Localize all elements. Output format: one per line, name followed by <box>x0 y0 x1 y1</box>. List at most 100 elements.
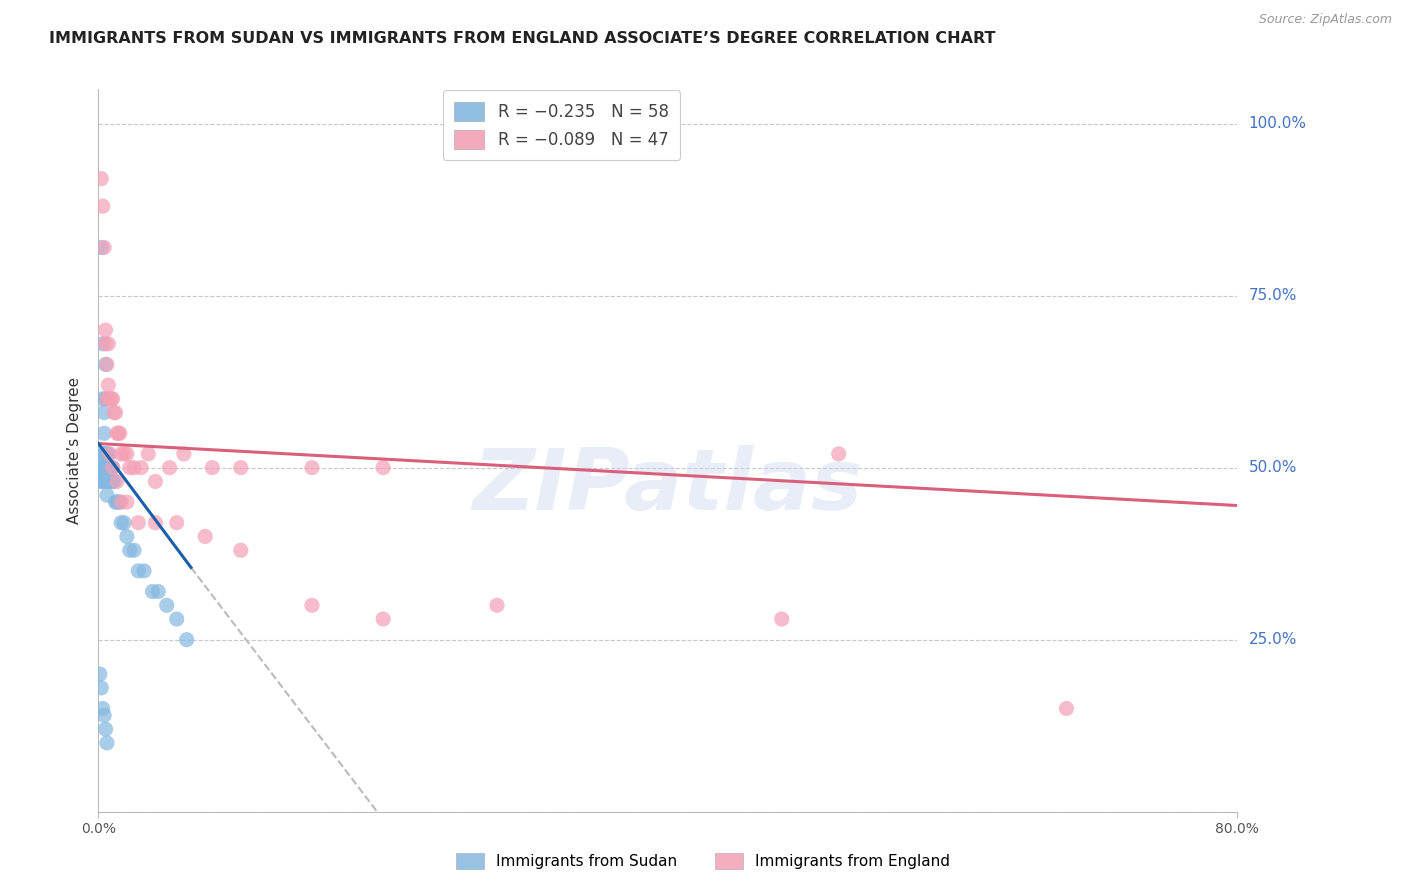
Point <box>166 612 188 626</box>
Point <box>98 460 121 475</box>
Point <box>90 240 112 254</box>
Point <box>110 516 132 530</box>
Point <box>141 584 163 599</box>
Point <box>103 406 125 420</box>
Point <box>100 392 122 406</box>
Point <box>373 612 395 626</box>
Point <box>122 543 145 558</box>
Point <box>100 475 122 489</box>
Point <box>301 460 323 475</box>
Point <box>93 460 115 475</box>
Point <box>94 336 117 351</box>
Point <box>105 495 128 509</box>
Point <box>91 392 114 406</box>
Point <box>90 171 112 186</box>
Point <box>127 564 149 578</box>
Point <box>373 460 395 475</box>
Legend: R = −0.235   N = 58, R = −0.089   N = 47: R = −0.235 N = 58, R = −0.089 N = 47 <box>443 90 681 161</box>
Point <box>93 475 115 489</box>
Point <box>98 447 121 461</box>
Point <box>173 447 195 461</box>
Point <box>159 460 181 475</box>
Point <box>108 426 131 441</box>
Point <box>98 460 121 475</box>
Point <box>94 358 117 372</box>
Point <box>91 336 114 351</box>
Y-axis label: Associate’s Degree: Associate’s Degree <box>67 377 83 524</box>
Point <box>105 426 128 441</box>
Point <box>91 199 114 213</box>
Legend: Immigrants from Sudan, Immigrants from England: Immigrants from Sudan, Immigrants from E… <box>450 847 956 875</box>
Point <box>98 475 121 489</box>
Point <box>103 475 125 489</box>
Point <box>89 667 111 681</box>
Point <box>118 460 141 475</box>
Point <box>132 564 155 578</box>
Point <box>112 516 135 530</box>
Point <box>145 475 167 489</box>
Point <box>145 516 167 530</box>
Text: ZIPatlas: ZIPatlas <box>472 445 863 528</box>
Point <box>94 722 117 736</box>
Point <box>107 495 129 509</box>
Point <box>91 460 114 475</box>
Point <box>1056 701 1078 715</box>
Point <box>91 447 114 461</box>
Point <box>301 599 323 613</box>
Point <box>90 475 112 489</box>
Point <box>94 460 117 475</box>
Point <box>93 240 115 254</box>
Point <box>770 612 793 626</box>
Point <box>136 447 159 461</box>
Point <box>96 392 118 406</box>
Point <box>97 460 120 475</box>
Point <box>97 336 120 351</box>
Point <box>94 323 117 337</box>
Point <box>115 447 138 461</box>
Point <box>93 447 115 461</box>
Point <box>90 681 112 695</box>
Point <box>90 460 112 475</box>
Point <box>101 392 124 406</box>
Point <box>176 632 198 647</box>
Point <box>104 495 127 509</box>
Point <box>100 460 122 475</box>
Text: 50.0%: 50.0% <box>1249 460 1298 475</box>
Point <box>94 392 117 406</box>
Text: 25.0%: 25.0% <box>1249 632 1298 648</box>
Point <box>104 406 127 420</box>
Point <box>148 584 170 599</box>
Point <box>115 529 138 543</box>
Point <box>101 460 124 475</box>
Point <box>91 460 114 475</box>
Point <box>122 460 145 475</box>
Point <box>156 599 179 613</box>
Text: 75.0%: 75.0% <box>1249 288 1298 303</box>
Point <box>101 475 124 489</box>
Point <box>94 475 117 489</box>
Point <box>194 529 217 543</box>
Point <box>115 495 138 509</box>
Point <box>486 599 509 613</box>
Point <box>201 460 224 475</box>
Point <box>89 475 111 489</box>
Point <box>105 475 128 489</box>
Point <box>110 495 132 509</box>
Point <box>229 543 252 558</box>
Point <box>101 460 124 475</box>
Point <box>108 495 131 509</box>
Point <box>96 447 118 461</box>
Point <box>110 447 132 461</box>
Point <box>97 475 120 489</box>
Text: IMMIGRANTS FROM SUDAN VS IMMIGRANTS FROM ENGLAND ASSOCIATE’S DEGREE CORRELATION : IMMIGRANTS FROM SUDAN VS IMMIGRANTS FROM… <box>49 31 995 46</box>
Point <box>98 392 121 406</box>
Point <box>97 378 120 392</box>
Point <box>97 447 120 461</box>
Point <box>127 516 149 530</box>
Point <box>94 447 117 461</box>
Text: Source: ZipAtlas.com: Source: ZipAtlas.com <box>1258 13 1392 27</box>
Text: 100.0%: 100.0% <box>1249 116 1306 131</box>
Point <box>93 426 115 441</box>
Point <box>828 447 851 461</box>
Point <box>166 516 188 530</box>
